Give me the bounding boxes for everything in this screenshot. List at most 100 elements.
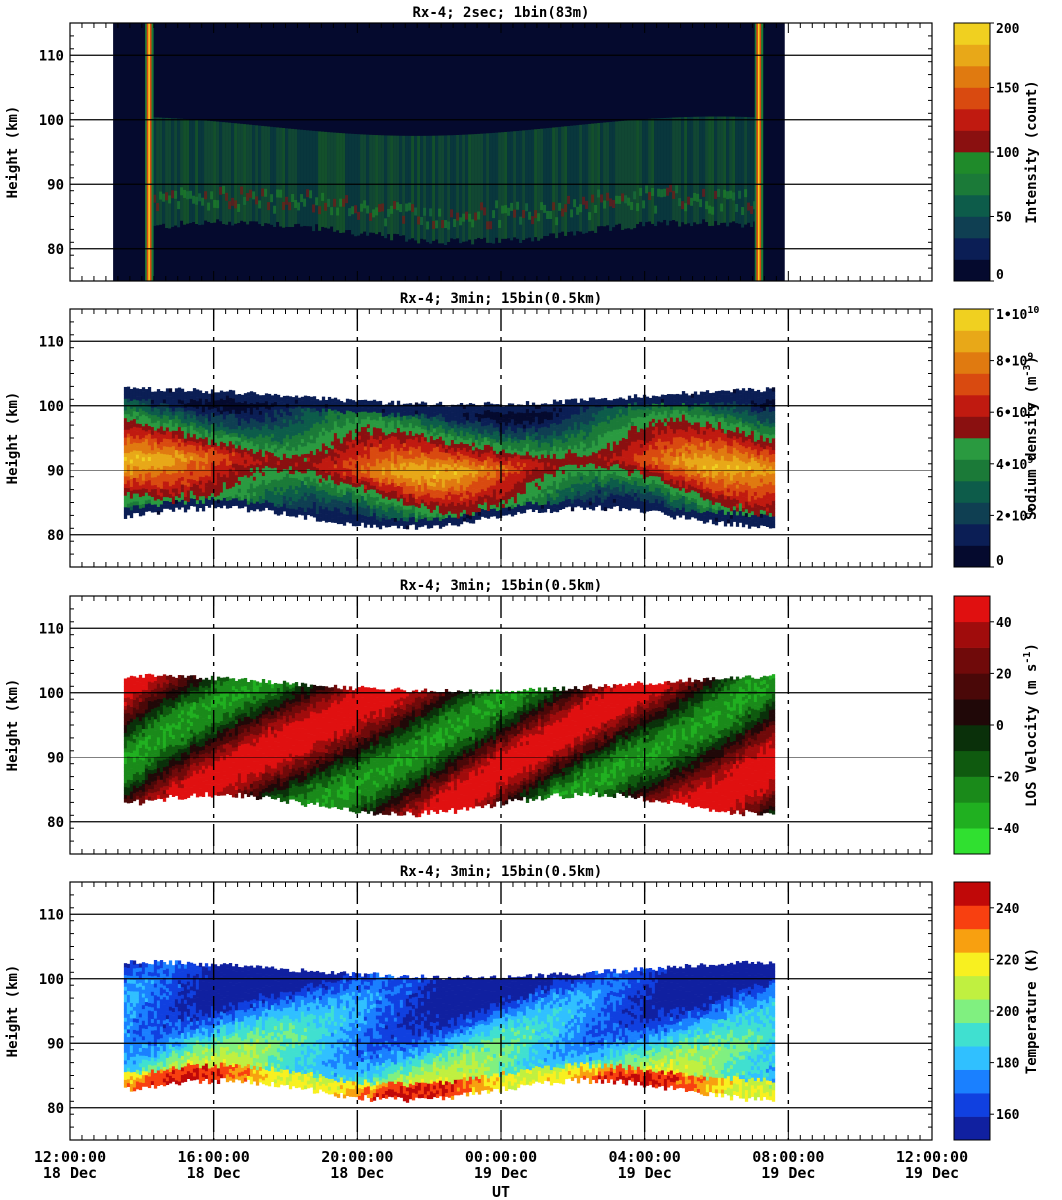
heatmap-cell <box>439 525 442 529</box>
heatmap-cell <box>277 508 280 512</box>
heatmap-cell <box>430 463 433 467</box>
heatmap-cell <box>469 446 472 450</box>
heatmap-cell <box>321 193 324 201</box>
heatmap-cell <box>136 462 139 466</box>
heatmap-cell <box>379 416 382 420</box>
heatmap-cell <box>292 447 295 451</box>
heatmap-cell <box>265 420 268 424</box>
heatmap-cell <box>187 395 190 399</box>
heatmap-cell <box>244 475 247 479</box>
heatmap-cell <box>382 420 385 424</box>
heatmap-cell <box>217 450 220 454</box>
heatmap-cell <box>544 438 547 442</box>
heatmap-cell <box>361 496 364 500</box>
heatmap-cell <box>454 432 457 436</box>
heatmap-cell <box>184 497 187 501</box>
heatmap-cell <box>271 437 274 441</box>
heatmap-cell <box>415 499 418 503</box>
heatmap-cell <box>487 429 490 433</box>
heatmap-cell <box>187 410 190 414</box>
heatmap-cell <box>205 494 208 498</box>
heatmap-cell <box>253 415 256 419</box>
heatmap-cell <box>310 408 313 412</box>
heatmap-cell <box>247 412 250 416</box>
heatmap-cell <box>202 443 205 447</box>
heatmap-cell <box>394 502 397 506</box>
heatmap-cell <box>388 414 391 418</box>
heatmap-cell <box>397 478 400 482</box>
heatmap-cell <box>409 505 412 509</box>
heatmap-cell <box>163 458 166 462</box>
heatmap-cell <box>538 486 541 490</box>
heatmap-cell <box>484 494 487 498</box>
heatmap-cell <box>547 427 550 431</box>
heatmap-cell <box>466 408 469 412</box>
heatmap-cell <box>331 519 334 523</box>
heatmap-cell <box>741 207 744 215</box>
heatmap-cell <box>412 474 415 478</box>
heatmap-cell <box>187 418 190 422</box>
heatmap-cell <box>496 454 499 458</box>
heatmap-cell <box>418 450 421 454</box>
heatmap-cell <box>541 450 544 454</box>
heatmap-cell <box>328 424 331 428</box>
heatmap-cell <box>256 459 259 463</box>
heatmap-cell <box>265 462 268 466</box>
heatmap-cell <box>424 414 427 418</box>
heatmap-cell <box>394 456 397 460</box>
heatmap-cell <box>475 497 478 501</box>
heatmap-cell <box>352 459 355 463</box>
heatmap-cell <box>505 492 508 496</box>
heatmap-cell <box>274 394 277 398</box>
heatmap-cell <box>393 201 396 209</box>
heatmap-cell <box>376 409 379 413</box>
heatmap-cell <box>520 436 523 440</box>
heatmap-cell <box>538 439 541 443</box>
heatmap-cell <box>346 433 349 437</box>
heatmap-cell <box>352 463 355 467</box>
heatmap-cell <box>172 457 175 461</box>
heatmap-cell <box>433 444 436 448</box>
heatmap-cell <box>508 407 511 411</box>
heatmap-cell <box>639 119 642 221</box>
heatmap-cell <box>175 469 178 473</box>
heatmap-cell <box>418 504 421 508</box>
heatmap-cell <box>445 445 448 449</box>
heatmap-cell <box>535 498 538 502</box>
heatmap-cell <box>406 431 409 435</box>
heatmap-cell <box>373 431 376 435</box>
heatmap-cell <box>346 518 349 522</box>
heatmap-cell <box>448 476 451 480</box>
heatmap-cell <box>436 509 439 513</box>
heatmap-cell <box>130 432 133 436</box>
heatmap-cell <box>271 476 274 480</box>
heatmap-cell <box>169 423 172 427</box>
heatmap-cell <box>249 190 252 198</box>
heatmap-cell <box>382 436 385 440</box>
heatmap-cell <box>517 508 520 512</box>
heatmap-cell <box>397 416 400 420</box>
heatmap-cell <box>280 479 283 483</box>
heatmap-cell <box>439 409 442 413</box>
heatmap-cell <box>262 480 265 484</box>
heatmap-cell <box>511 438 514 442</box>
heatmap-cell <box>286 446 289 450</box>
heatmap-cell <box>262 395 265 399</box>
heatmap-cell <box>394 483 397 487</box>
heatmap-cell <box>477 212 480 220</box>
heatmap-cell <box>385 523 388 527</box>
heatmap-cell <box>232 394 235 398</box>
heatmap-cell <box>544 485 547 489</box>
heatmap-cell <box>181 461 184 465</box>
heatmap-cell <box>445 502 448 506</box>
heatmap-cell <box>208 504 211 508</box>
heatmap-cell <box>403 482 406 486</box>
heatmap-cell <box>319 436 322 440</box>
heatmap-cell <box>427 489 430 493</box>
heatmap-cell <box>289 508 292 512</box>
heatmap-cell <box>430 432 433 436</box>
heatmap-cell <box>130 448 133 452</box>
heatmap-cell <box>169 478 172 482</box>
heatmap-cell <box>346 453 349 457</box>
heatmap-cell <box>403 462 406 466</box>
